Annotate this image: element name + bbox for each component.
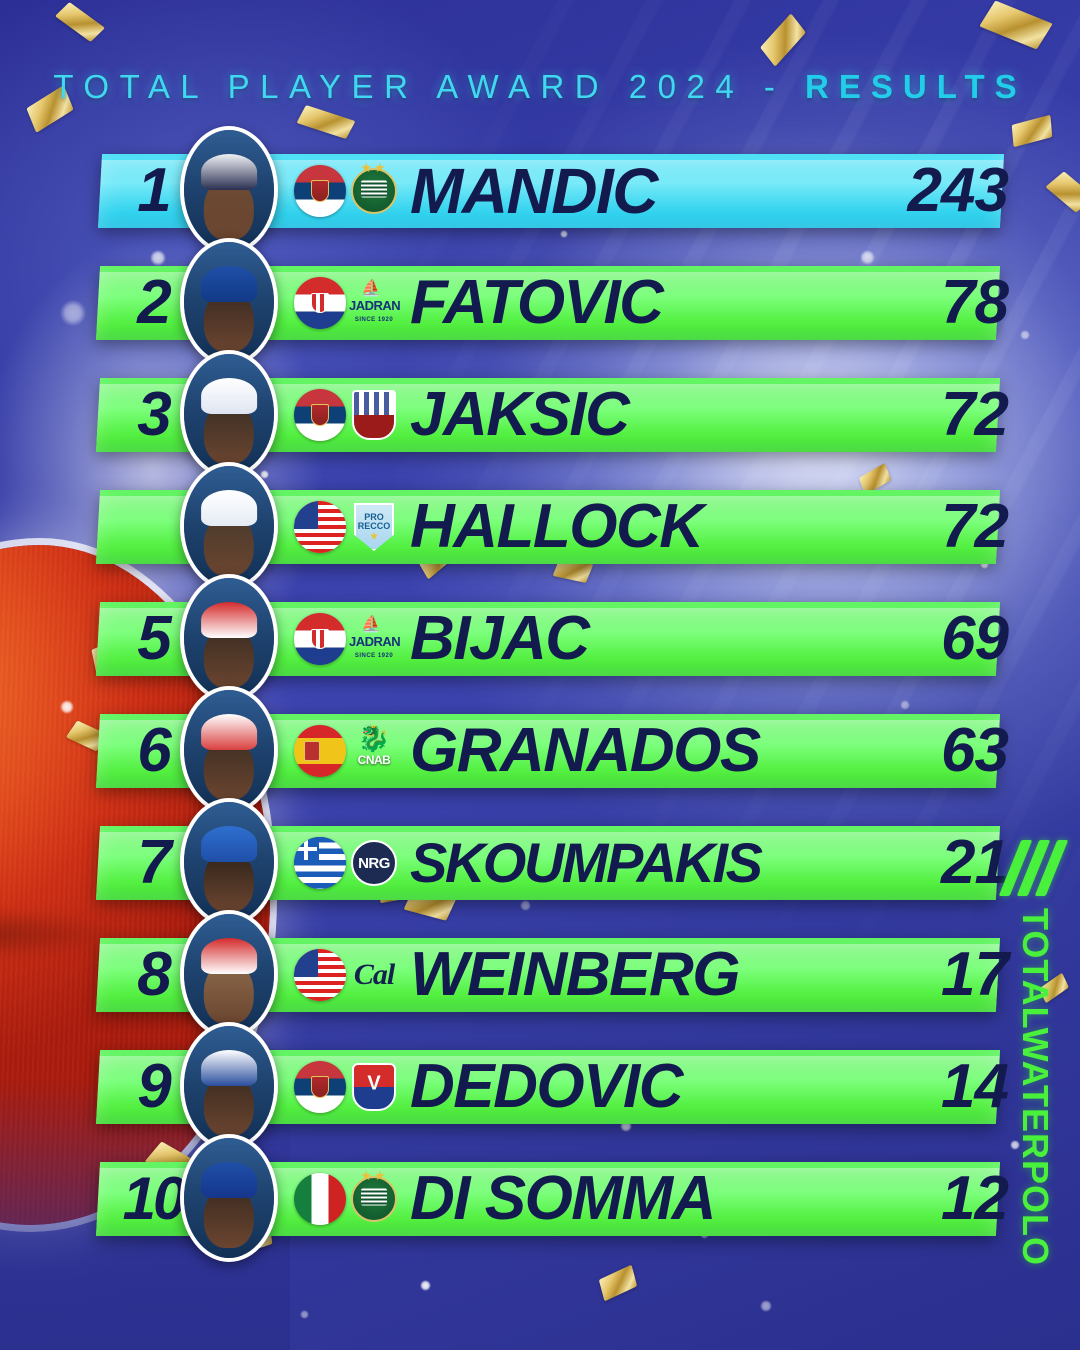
leaderboard-row[interactable]: 2 ⛵ JADRAN SINCE 1920 FATOVIC 78	[0, 258, 1080, 370]
leaderboard-row[interactable]: 8 Cal WEINBERG 17	[0, 930, 1080, 1042]
club-badge-cal: Cal	[348, 949, 400, 1001]
flag-usa	[294, 949, 346, 1001]
club-badge-cnab: 🐉 CNAB	[348, 725, 400, 777]
player-score: 78	[941, 263, 1008, 343]
leaderboard-row[interactable]: 3 JAKSIC 72	[0, 370, 1080, 482]
club-badge-jadran: ⛵ JADRAN SINCE 1920	[348, 277, 400, 329]
player-score: 14	[941, 1047, 1008, 1127]
player-photo	[180, 574, 278, 702]
club-badge-crvena-zvezda	[348, 389, 400, 441]
player-photo	[180, 798, 278, 926]
player-name: WEINBERG	[410, 935, 739, 1015]
player-score: 17	[941, 935, 1008, 1015]
player-score: 243	[908, 151, 1008, 231]
club-badge-nrg: NRG	[348, 837, 400, 889]
club-badge-pro-recco: PRO RECCO ★	[348, 501, 400, 553]
club-badge-jadran: ⛵ JADRAN SINCE 1920	[348, 613, 400, 665]
club-badge-novi-beograd	[348, 1061, 400, 1113]
player-name: JAKSIC	[410, 375, 628, 455]
row-content: 2 ⛵ JADRAN SINCE 1920 FATOVIC 78	[98, 266, 1002, 340]
flag-spain	[294, 725, 346, 777]
player-photo	[180, 686, 278, 814]
country-and-club-badges: NRG	[294, 829, 406, 897]
flag-serbia	[294, 165, 346, 217]
player-score: 72	[941, 375, 1008, 455]
totalwaterpolo-logo-icon	[1008, 840, 1062, 898]
player-name: HALLOCK	[410, 487, 703, 567]
player-name: BIJAC	[410, 599, 589, 679]
flag-usa	[294, 501, 346, 553]
player-photo	[180, 910, 278, 1038]
leaderboard: 1 ★★ MANDIC 243 2 ⛵ JADRAN SINCE 1920 FATOVIC 78 3…	[0, 146, 1080, 1266]
player-score: 69	[941, 599, 1008, 679]
flag-italy	[294, 1173, 346, 1225]
page-title: TOTAL PLAYER AWARD 2024 - RESULTS	[0, 68, 1080, 106]
country-and-club-badges: ★★	[294, 157, 406, 225]
flag-serbia	[294, 1061, 346, 1113]
row-content: 3 JAKSIC 72	[98, 378, 1002, 452]
country-and-club-badges: 🐉 CNAB	[294, 717, 406, 785]
row-content: 9DEDOVIC14	[98, 1050, 1002, 1124]
country-and-club-badges: ★★	[294, 1165, 406, 1233]
row-content: 10 ★★ DI SOMMA 12	[98, 1162, 1002, 1236]
country-and-club-badges	[294, 381, 406, 449]
country-and-club-badges: ⛵ JADRAN SINCE 1920	[294, 269, 406, 337]
row-content: 7 NRG SKOUMPAKIS 21	[98, 826, 1002, 900]
watermark: TOTALWATERPOLO	[1000, 840, 1070, 1340]
player-photo	[180, 1134, 278, 1262]
row-content: 8 Cal WEINBERG 17	[98, 938, 1002, 1012]
player-name: FATOVIC	[410, 263, 662, 343]
player-name: MANDIC	[410, 151, 657, 231]
country-and-club-badges: Cal	[294, 941, 406, 1009]
player-score: 72	[941, 487, 1008, 567]
player-name: SKOUMPAKIS	[410, 823, 760, 903]
country-and-club-badges: PRO RECCO ★	[294, 493, 406, 561]
leaderboard-row[interactable]: 5 ⛵ JADRAN SINCE 1920 BIJAC 69	[0, 594, 1080, 706]
leaderboard-row[interactable]: 9DEDOVIC14	[0, 1042, 1080, 1154]
row-content: PRO RECCO ★ HALLOCK 72	[98, 490, 1002, 564]
page-title-main: TOTAL PLAYER AWARD 2024 -	[53, 68, 805, 105]
player-name: DI SOMMA	[410, 1159, 715, 1239]
flag-serbia	[294, 389, 346, 441]
leaderboard-row[interactable]: 7 NRG SKOUMPAKIS 21	[0, 818, 1080, 930]
flag-croatia	[294, 613, 346, 665]
player-name: DEDOVIC	[410, 1047, 682, 1127]
country-and-club-badges	[294, 1053, 406, 1121]
row-content: 5 ⛵ JADRAN SINCE 1920 BIJAC 69	[98, 602, 1002, 676]
leaderboard-row[interactable]: PRO RECCO ★ HALLOCK 72	[0, 482, 1080, 594]
club-badge-ferencvaros: ★★	[348, 1173, 400, 1225]
club-badge-ferencvaros: ★★	[348, 165, 400, 217]
player-score: 21	[941, 823, 1008, 903]
player-score: 12	[941, 1159, 1008, 1239]
leaderboard-row[interactable]: 10 ★★ DI SOMMA 12	[0, 1154, 1080, 1266]
page-title-highlight: RESULTS	[805, 68, 1027, 105]
player-photo	[180, 1022, 278, 1150]
row-content: 6 🐉 CNAB GRANADOS 63	[98, 714, 1002, 788]
player-photo	[180, 462, 278, 590]
flag-greece	[294, 837, 346, 889]
flag-croatia	[294, 277, 346, 329]
player-score: 63	[941, 711, 1008, 791]
poster-canvas: TOTAL PLAYER AWARD 2024 - RESULTS 1 ★★ MAN…	[0, 0, 1080, 1350]
player-photo	[180, 126, 278, 254]
watermark-label: TOTALWATERPOLO	[1014, 908, 1056, 1266]
player-photo	[180, 238, 278, 366]
leaderboard-row[interactable]: 6 🐉 CNAB GRANADOS 63	[0, 706, 1080, 818]
row-content: 1 ★★ MANDIC 243	[98, 154, 1002, 228]
player-photo	[180, 350, 278, 478]
player-name: GRANADOS	[410, 711, 760, 791]
country-and-club-badges: ⛵ JADRAN SINCE 1920	[294, 605, 406, 673]
leaderboard-row[interactable]: 1 ★★ MANDIC 243	[0, 146, 1080, 258]
